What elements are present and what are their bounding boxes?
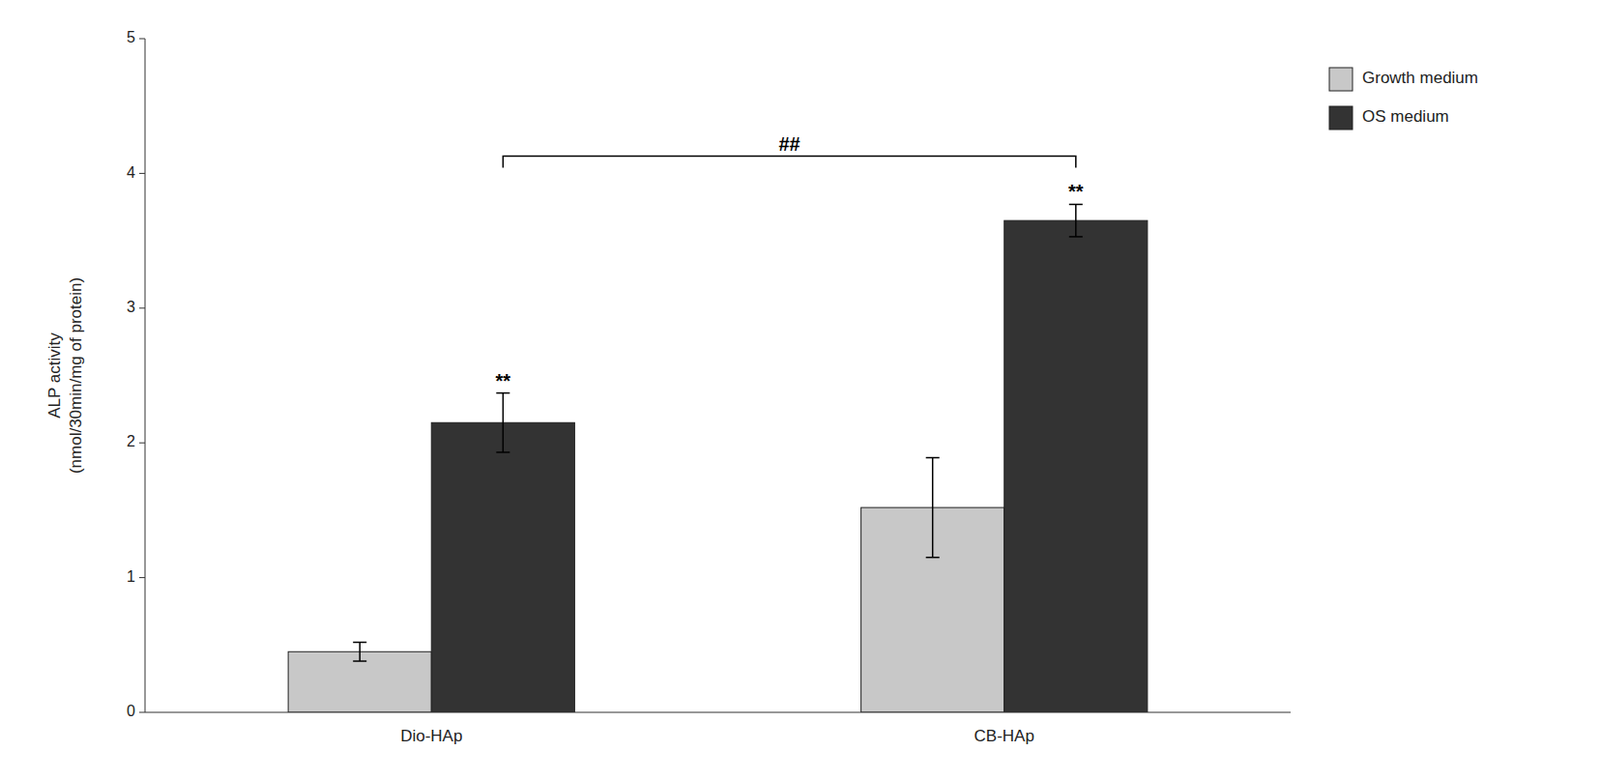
bar bbox=[431, 422, 575, 713]
bracket bbox=[502, 155, 1077, 168]
x-tick-label: CB-HAp bbox=[974, 727, 1035, 746]
legend: Growth medium OS medium bbox=[1329, 67, 1479, 130]
y-tick bbox=[139, 173, 146, 175]
annotation: ## bbox=[778, 133, 800, 155]
x-axis-line bbox=[145, 712, 1291, 714]
legend-label: OS medium bbox=[1362, 107, 1450, 126]
legend-swatch bbox=[1329, 67, 1353, 91]
y-axis-label: ALP activity(nmol/30min/mg of protein) bbox=[45, 277, 86, 474]
y-tick-label: 3 bbox=[126, 298, 136, 316]
bars bbox=[288, 203, 1148, 713]
bar bbox=[288, 651, 432, 713]
y-axis-line bbox=[145, 38, 146, 713]
error-bar bbox=[495, 393, 510, 453]
error-bar bbox=[1069, 203, 1083, 236]
y-tick bbox=[139, 577, 146, 579]
y-axis: 0 1 2 3 4 5 bbox=[126, 29, 146, 720]
bar bbox=[1004, 220, 1148, 713]
y-tick bbox=[139, 307, 146, 309]
annotation: ** bbox=[495, 370, 512, 392]
legend-swatch bbox=[1329, 106, 1353, 130]
y-tick bbox=[139, 38, 146, 40]
chart: 0 1 2 3 4 5 ALP activity(nmol/30min/mg of prot… bbox=[0, 0, 1600, 780]
chart-container: 0 1 2 3 4 5 ALP activity(nmol/30min/mg of prot… bbox=[0, 0, 1600, 780]
x-tick-label: Dio-HAp bbox=[400, 727, 463, 746]
y-tick-label: 5 bbox=[126, 29, 136, 46]
y-tick-label: 2 bbox=[126, 433, 136, 450]
y-tick bbox=[139, 442, 146, 444]
annotation: ** bbox=[1068, 180, 1084, 203]
y-tick-label: 4 bbox=[126, 164, 136, 181]
y-tick-label: 1 bbox=[126, 568, 136, 585]
y-tick bbox=[139, 712, 146, 714]
legend-label: Growth medium bbox=[1362, 68, 1479, 88]
y-tick-label: 0 bbox=[126, 702, 136, 720]
annotations: ** ** ## bbox=[495, 133, 1084, 391]
error-bar bbox=[926, 458, 940, 558]
error-bar bbox=[352, 642, 367, 663]
